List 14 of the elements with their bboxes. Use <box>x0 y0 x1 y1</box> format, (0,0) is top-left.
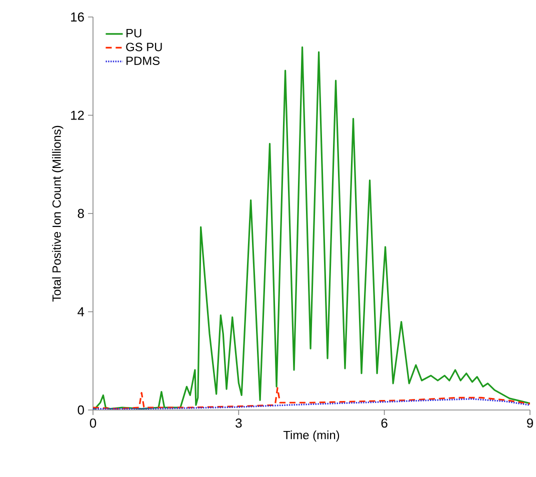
x-tick-label: 9 <box>527 418 533 428</box>
legend-label: PDMS <box>126 56 160 66</box>
legend-label: GS PU <box>126 42 162 52</box>
y-tick-label: 12 <box>71 110 84 120</box>
y-tick-label: 16 <box>71 12 84 22</box>
y-tick-label: 8 <box>78 208 84 218</box>
x-axis-title: Time (min) <box>283 430 340 442</box>
x-tick-label: 3 <box>236 418 242 428</box>
y-tick-label: 0 <box>78 405 84 415</box>
legend-label: PU <box>126 29 142 38</box>
y-axis-title: Total Positive Ion Count (Millions) <box>52 126 64 302</box>
x-tick-label: 0 <box>90 418 96 428</box>
x-tick-label: 6 <box>381 418 388 428</box>
y-tick-label: 4 <box>78 307 84 316</box>
